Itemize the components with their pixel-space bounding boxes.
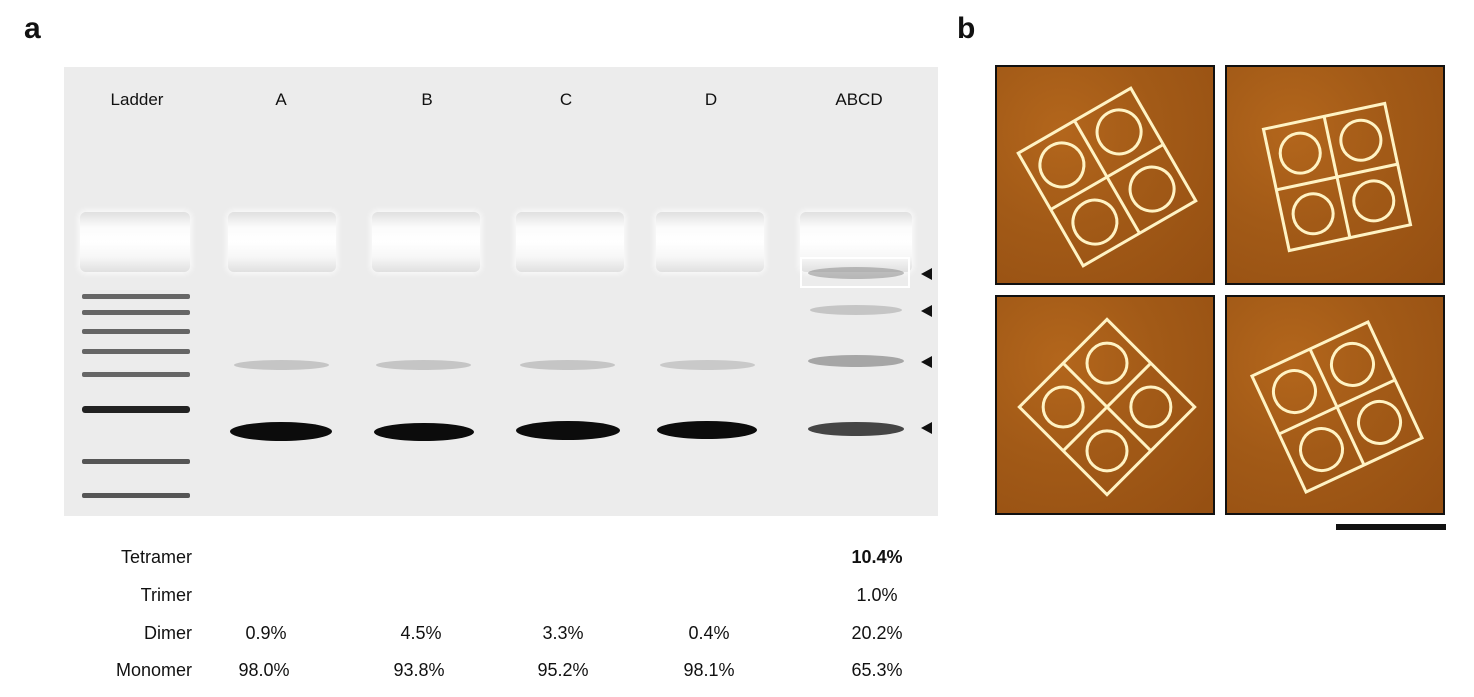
- dimer-band-b: [376, 360, 471, 370]
- cell-monomer-a: 98.0%: [238, 660, 290, 680]
- row-label-trimer: Trimer: [140, 585, 192, 605]
- ladder-band: [82, 310, 190, 315]
- cell-dimer-c: 3.3%: [542, 623, 584, 643]
- dimer-band-c: [520, 360, 615, 370]
- scale-bar: [1336, 524, 1446, 530]
- ladder-band: [82, 329, 190, 334]
- lane-label-ladder: Ladder: [110, 90, 164, 109]
- trimer-arrow-icon: [921, 305, 932, 317]
- abcd-trimer-band: [810, 305, 902, 315]
- afm-image-2: [1225, 65, 1445, 285]
- lane-label-abcd: ABCD: [835, 90, 883, 109]
- cell-monomer-abcd: 65.3%: [851, 660, 903, 680]
- abcd-dimer-band: [808, 355, 904, 367]
- cell-dimer-abcd: 20.2%: [851, 623, 903, 643]
- gel-image: [64, 67, 938, 516]
- well-ladder: [80, 212, 190, 272]
- dimer-band-d: [660, 360, 755, 370]
- ladder-band: [82, 372, 190, 377]
- panel-a-label: a: [24, 12, 41, 45]
- ladder-band: [82, 406, 190, 413]
- row-label-tetramer: Tetramer: [120, 547, 192, 567]
- abcd-monomer-band: [808, 422, 904, 436]
- ladder-band: [82, 459, 190, 464]
- cell-monomer-d: 98.1%: [683, 660, 735, 680]
- dimer-band-a: [234, 360, 329, 370]
- afm-image-1: [995, 65, 1215, 285]
- monomer-arrow-icon: [921, 422, 932, 434]
- afm-image-4: [1225, 295, 1445, 515]
- lane-label-c: C: [559, 90, 573, 109]
- tetramer-arrow-icon: [921, 268, 932, 280]
- monomer-band-d: [657, 421, 757, 439]
- monomer-band-b: [374, 423, 474, 441]
- lane-label-d: D: [704, 90, 718, 109]
- well-abcd: [800, 212, 912, 272]
- ladder-band: [82, 294, 190, 299]
- monomer-band-c: [516, 421, 620, 440]
- cell-monomer-b: 93.8%: [393, 660, 445, 680]
- panel-b-label: b: [957, 12, 976, 45]
- tetramer-highlight-box: [800, 257, 910, 288]
- cell-tetramer-abcd: 10.4%: [851, 547, 903, 567]
- well-c: [516, 212, 624, 272]
- monomer-band-a: [230, 422, 332, 441]
- dimer-arrow-icon: [921, 356, 932, 368]
- ladder-band: [82, 349, 190, 354]
- row-label-monomer: Monomer: [115, 660, 192, 680]
- afm-image-3: [995, 295, 1215, 515]
- cell-monomer-c: 95.2%: [537, 660, 589, 680]
- ladder-band: [82, 493, 190, 498]
- well-d: [656, 212, 764, 272]
- cell-trimer-abcd: 1.0%: [856, 585, 898, 605]
- well-b: [372, 212, 480, 272]
- well-a: [228, 212, 336, 272]
- row-label-dimer: Dimer: [144, 623, 192, 643]
- cell-dimer-a: 0.9%: [245, 623, 287, 643]
- abcd-tetramer-band: [808, 267, 904, 279]
- cell-dimer-b: 4.5%: [400, 623, 442, 643]
- cell-dimer-d: 0.4%: [688, 623, 730, 643]
- lane-label-a: A: [275, 90, 287, 109]
- lane-label-b: B: [421, 90, 433, 109]
